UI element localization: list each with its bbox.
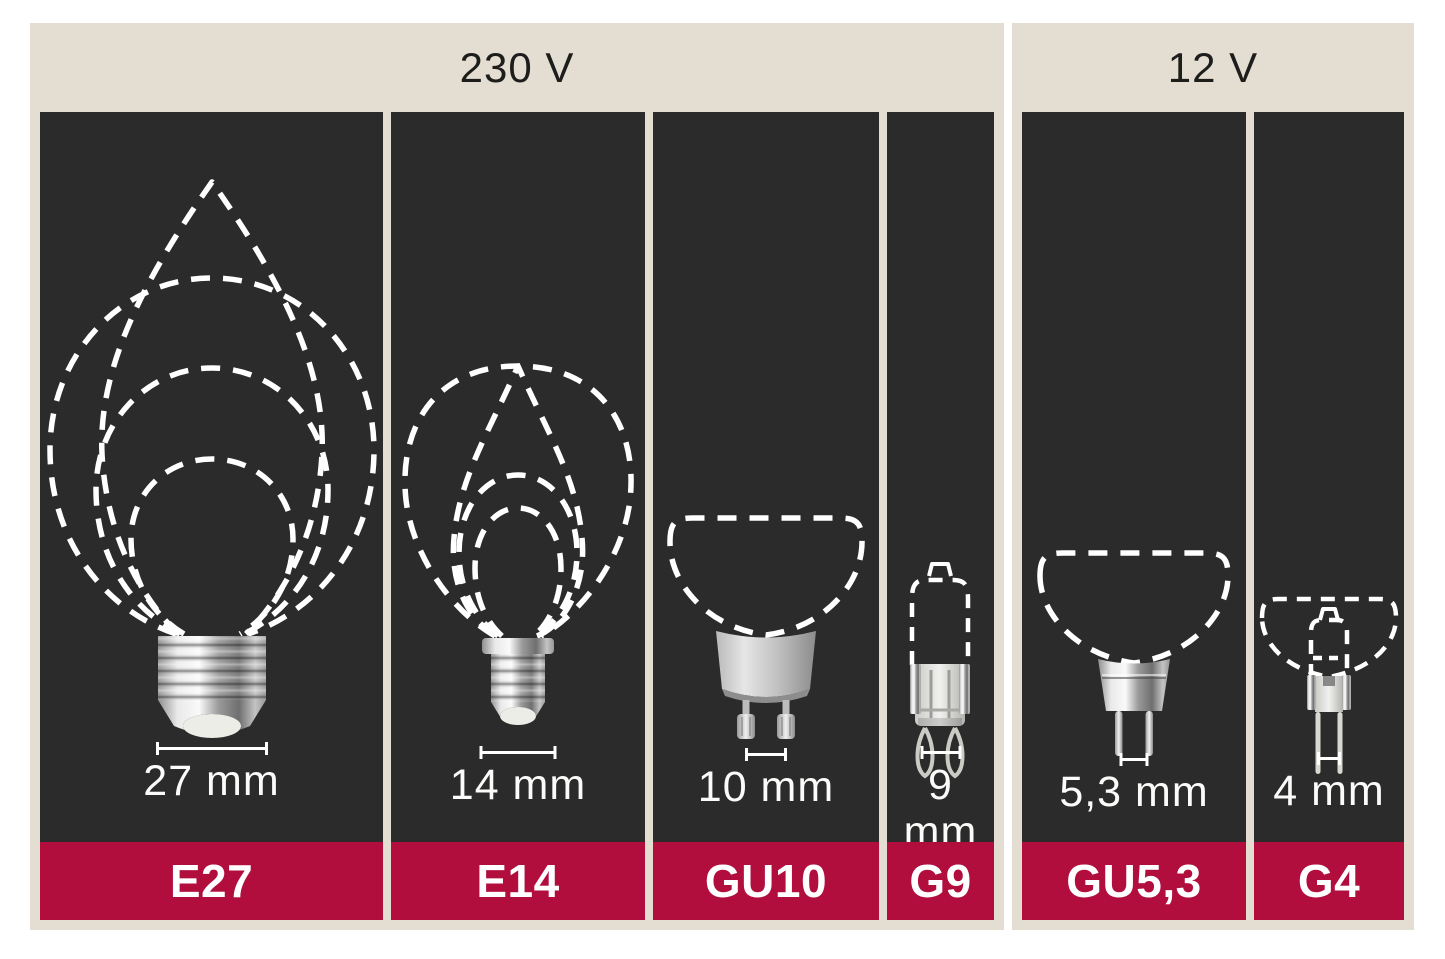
gu10-socket-badge: GU10	[653, 842, 879, 920]
gu53-bulb-outline-art	[1037, 550, 1231, 756]
e14-bulb-outline-art	[402, 363, 634, 725]
column-g9: 9 mm G9	[887, 112, 994, 920]
g4-size-label: 4 mm	[1273, 767, 1385, 815]
e27-socket-badge: E27	[40, 842, 383, 920]
g4-socket-badge: G4	[1254, 842, 1404, 920]
column-gu53: 5,3 mm GU5,3	[1022, 112, 1246, 920]
gu10-bulb-outline-art	[667, 515, 865, 739]
g9-base	[910, 664, 970, 779]
e14-screw-base	[482, 638, 554, 725]
gu53-base	[1098, 659, 1170, 756]
e27-measure-line	[155, 742, 268, 755]
gu10-base	[716, 631, 816, 739]
column-e14: 14 mm E14	[391, 112, 645, 920]
panel-230v-title: 230 V	[459, 43, 575, 91]
gu53-socket-badge: GU5,3	[1022, 842, 1246, 920]
g9-bulb-outline-art	[909, 562, 971, 779]
column-gu10: 10 mm GU10	[653, 112, 879, 920]
column-e27: 27 mm E27	[40, 112, 383, 920]
gu53-size-label: 5,3 mm	[1059, 768, 1209, 816]
e14-socket-badge: E14	[391, 842, 645, 920]
g4-measure-line	[1317, 752, 1341, 765]
gu10-size-label: 10 mm	[697, 763, 835, 811]
e14-size-label: 14 mm	[449, 761, 587, 809]
e27-size-label: 27 mm	[143, 757, 280, 805]
column-g4: 4 mm G4	[1254, 112, 1404, 920]
panel-230v: 230 V 27 mm E27	[30, 23, 1004, 930]
gu53-measure-line	[1119, 753, 1149, 766]
e27-bulb-outline-art	[47, 179, 377, 738]
gu10-measure-line	[745, 748, 787, 761]
g9-socket-badge: G9	[887, 842, 994, 920]
panel-12v-title: 12 V	[1167, 43, 1259, 91]
g9-measure-line	[920, 746, 961, 759]
g4-bulb-outline-art	[1259, 596, 1399, 774]
e27-screw-base	[158, 636, 266, 738]
panel-12v: 12 V 5,3 mm GU5,3	[1012, 23, 1414, 930]
e14-measure-line	[479, 746, 557, 759]
